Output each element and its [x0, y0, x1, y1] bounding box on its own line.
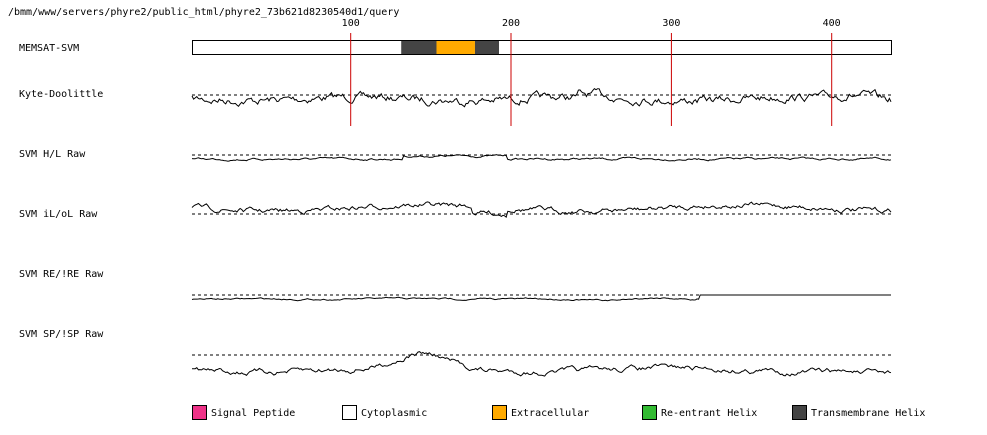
memsat-segment-cytoplasmic [192, 40, 402, 55]
ruler-tick-label: 400 [823, 18, 841, 29]
memsat-segment-cytoplasmic [499, 40, 892, 55]
profile-traces [191, 88, 892, 377]
legend-swatch [492, 405, 507, 420]
kd-trace [191, 88, 892, 108]
legend-label: Extracellular [511, 408, 589, 419]
ruler-lines [350, 33, 833, 126]
legend-item-reentrant: Re-entrant Helix [642, 405, 757, 420]
legend-item-cytoplasmic: Cytoplasmic [342, 405, 427, 420]
legend-swatch [192, 405, 207, 420]
label-svm-re-ire-raw: SVM RE/!RE Raw [19, 269, 104, 280]
label-svm-il-ol-raw: SVM iL/oL Raw [19, 209, 98, 220]
query-path: /bmm/www/servers/phyre2/public_html/phyr… [8, 7, 399, 18]
legend-swatch [642, 405, 657, 420]
legend: Signal Peptide Cytoplasmic Extracellular Re… [192, 405, 925, 420]
legend-label: Re-entrant Helix [661, 408, 757, 419]
hl-trace [191, 154, 892, 162]
memsat-segment-transmembrane [474, 40, 500, 55]
legend-swatch [792, 405, 807, 420]
ruler-tick-label: 200 [502, 18, 520, 29]
legend-swatch [342, 405, 357, 420]
label-svm-hl-raw: SVM H/L Raw [19, 149, 86, 160]
ruler-tick-label: 100 [342, 18, 360, 29]
memsat-segment-extracellular [436, 40, 475, 55]
ruler-tick-label: 300 [662, 18, 680, 29]
legend-item-transmembrane: Transmembrane Helix [792, 405, 925, 420]
iloL-trace [191, 201, 892, 218]
ruler-tick-labels: 100 200 300 400 [342, 18, 841, 29]
legend-item-extracellular: Extracellular [492, 405, 589, 420]
label-kyte-doolittle: Kyte-Doolittle [19, 89, 103, 100]
reire-trace [191, 294, 891, 302]
label-memsat-svm: MEMSAT-SVM [19, 43, 79, 54]
memsat-segment-transmembrane [401, 40, 437, 55]
memsat-bar-outline [192, 40, 892, 55]
track-labels: MEMSAT-SVM Kyte-Doolittle SVM H/L Raw SV… [19, 43, 104, 340]
legend-label: Signal Peptide [211, 408, 295, 419]
legend-label: Cytoplasmic [361, 408, 427, 419]
spisp-trace [192, 351, 892, 377]
legend-label: Transmembrane Helix [811, 408, 925, 419]
legend-item-signal: Signal Peptide [192, 405, 295, 420]
memsat-topology-bar [192, 40, 892, 55]
label-svm-sp-isp-raw: SVM SP/!SP Raw [19, 329, 104, 340]
